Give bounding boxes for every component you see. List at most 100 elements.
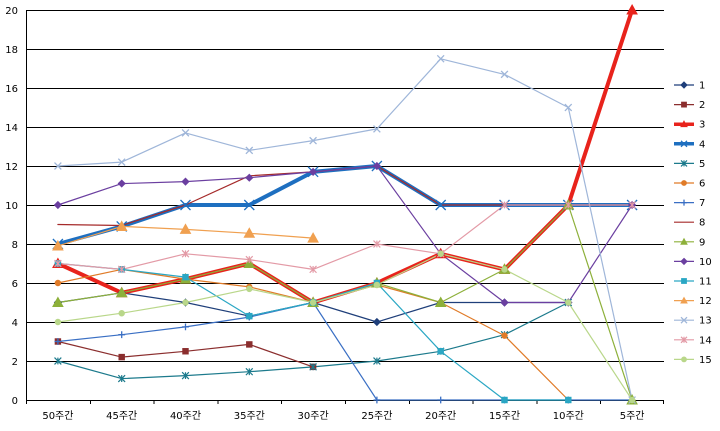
legend-marker [680, 237, 688, 245]
legend-marker [681, 180, 687, 186]
series-line-14 [57, 204, 633, 270]
series-11-point [182, 273, 189, 281]
legend-marker [681, 199, 687, 206]
series-13-point [117, 158, 126, 166]
series-11-point [501, 396, 508, 404]
x-tick-label: 25주간 [361, 410, 392, 422]
legend-label: 10 [699, 257, 712, 268]
series-15-point [246, 285, 253, 293]
x-tick-label: 35주간 [234, 410, 265, 422]
y-tick-label: 20 [5, 6, 18, 17]
series-14-point [117, 265, 126, 274]
series-10-point [117, 179, 126, 188]
legend-label: 13 [699, 316, 712, 327]
y-tick-label: 16 [5, 84, 18, 95]
series-9-point [115, 286, 128, 298]
series-12-point [307, 232, 319, 243]
legend-label: 1 [699, 81, 705, 92]
series-12-point [115, 220, 128, 231]
series-7-point [182, 323, 189, 331]
legend-marker [680, 296, 688, 304]
series-6-point [54, 279, 62, 287]
legend-marker [680, 257, 688, 266]
series-10-point [308, 167, 318, 176]
legend-label: 15 [699, 355, 712, 366]
y-tick-label: 0 [12, 396, 18, 407]
y-tick-label: 6 [12, 279, 18, 290]
y-tick-label: 18 [5, 45, 18, 56]
y-tick-label: 12 [5, 162, 18, 173]
series-12-point [243, 227, 256, 238]
series-14-point [373, 240, 381, 248]
series-4-point [180, 199, 191, 211]
series-12-point [179, 223, 192, 234]
y-tick-label: 10 [5, 201, 18, 212]
series-14-point [245, 255, 254, 264]
series-7-point [373, 396, 381, 404]
series-line-13 [57, 58, 633, 401]
legend-marker [680, 316, 688, 324]
y-tick-label: 4 [12, 318, 18, 329]
series-15-point [373, 281, 381, 289]
y-tick-label: 2 [12, 357, 18, 368]
series-13-point [309, 136, 317, 145]
legend-label: 7 [699, 198, 705, 209]
y-axis-ticks: 0 2 4 6 8 10 12 14 16 18 20 [5, 6, 18, 407]
legend-marker [681, 356, 687, 363]
series-11-point [565, 396, 572, 404]
series-15-point [309, 299, 317, 306]
series-markers [52, 3, 638, 405]
series-lines [55, 8, 635, 401]
series-14-point [181, 249, 190, 258]
series-5-point [117, 374, 126, 383]
series-9-point [52, 296, 64, 307]
y-tick-label: 8 [12, 240, 18, 251]
series-3-point [626, 3, 638, 15]
series-2-point [118, 353, 125, 361]
x-tick-label: 15주간 [489, 410, 520, 422]
series-13-point [245, 146, 254, 155]
series-14-point [500, 201, 509, 209]
legend-label: 5 [699, 159, 705, 170]
series-7-point [437, 396, 445, 404]
series-5-point [245, 367, 254, 376]
legend-marker [681, 101, 687, 108]
series-15-point [628, 396, 636, 404]
legend-marker [680, 140, 688, 148]
x-tick-label: 50주간 [42, 410, 73, 422]
series-line-10 [57, 165, 633, 304]
x-tick-label: 20주간 [425, 410, 456, 422]
series-11-point [437, 348, 444, 355]
series-14-point [564, 201, 573, 209]
legend-marker [680, 81, 688, 89]
series-13-point [181, 128, 190, 137]
legend-label: 2 [699, 100, 705, 111]
series-2-point [246, 341, 253, 348]
series-15-point [565, 299, 572, 306]
x-tick-label: 10주간 [553, 410, 584, 422]
series-13-point [54, 162, 62, 170]
legend-label: 4 [699, 139, 705, 150]
series-5-point [181, 371, 190, 380]
legend-label: 11 [699, 277, 712, 288]
series-5-point [309, 363, 317, 371]
series-1-point [372, 317, 382, 327]
series-13-point [436, 54, 445, 63]
series-5-point [373, 357, 381, 365]
series-13-point [500, 70, 509, 79]
series-line-8 [57, 165, 633, 227]
series-13-point [373, 125, 381, 133]
series-15-point [118, 310, 125, 317]
legend-marker [680, 159, 688, 167]
series-7-point [54, 338, 62, 345]
series-14-point [628, 201, 636, 209]
legend-marker [681, 278, 687, 284]
series-13-point [564, 103, 573, 112]
x-tick-label: 30주간 [298, 410, 329, 422]
x-tick-label: 45주간 [106, 410, 137, 422]
legend-label: 3 [699, 120, 705, 131]
series-10-point [53, 200, 63, 210]
